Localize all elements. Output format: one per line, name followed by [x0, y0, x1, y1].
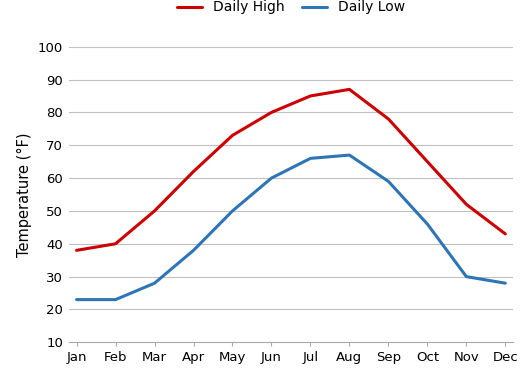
Legend: Daily High, Daily Low: Daily High, Daily Low [177, 0, 405, 14]
Daily Low [112, 297, 118, 302]
Daily Low [346, 153, 353, 158]
Daily Low [463, 274, 470, 279]
Daily Low [74, 297, 80, 302]
Daily High [346, 87, 353, 92]
Daily High [229, 133, 235, 138]
Daily High [268, 110, 275, 115]
Daily Low [385, 179, 391, 184]
Daily High [424, 159, 431, 164]
Daily Low [268, 176, 275, 180]
Daily Low [151, 281, 158, 286]
Daily High [307, 94, 314, 98]
Line: Daily High: Daily High [77, 89, 505, 251]
Daily Low [190, 248, 197, 253]
Daily Low [307, 156, 314, 161]
Daily Low [502, 281, 508, 286]
Daily High [74, 248, 80, 253]
Daily High [463, 202, 470, 207]
Daily High [151, 209, 158, 213]
Daily Low [229, 209, 235, 213]
Line: Daily Low: Daily Low [77, 155, 505, 300]
Daily Low [424, 222, 431, 226]
Daily High [190, 169, 197, 174]
Daily High [502, 231, 508, 236]
Daily High [112, 242, 118, 246]
Y-axis label: Temperature (°F): Temperature (°F) [17, 132, 32, 257]
Daily High [385, 117, 391, 121]
